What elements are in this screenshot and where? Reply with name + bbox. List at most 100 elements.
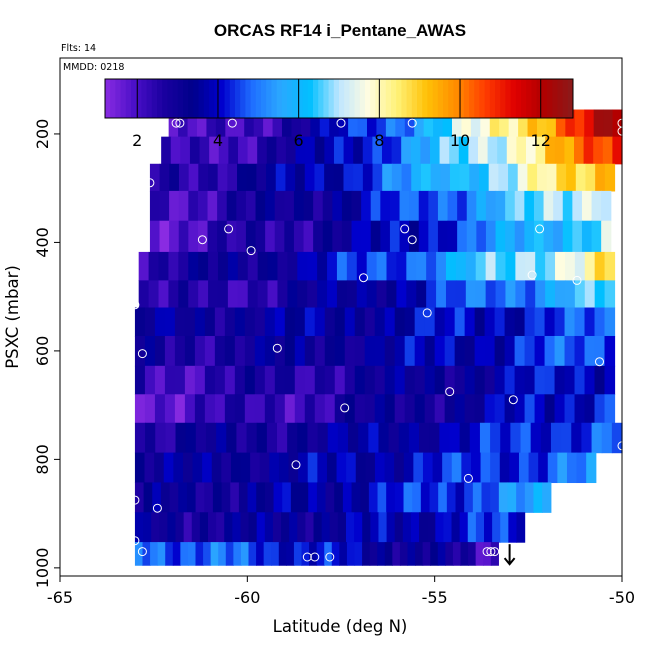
heatmap-cell [274,307,286,337]
heatmap-cell [256,482,266,513]
colorbar-segment [141,79,148,118]
heatmap-cell [527,163,538,192]
heatmap-cell [449,163,461,192]
heatmap-cell [494,365,506,395]
heatmap-cell [432,452,443,484]
heatmap-cell [495,251,507,281]
heatmap-cell [194,365,206,395]
heatmap-cell [484,335,496,367]
heatmap-cell [212,482,223,513]
heatmap-cell [234,307,246,337]
heatmap-cell [593,109,604,138]
x-axis: -65 -60 -55 -50 [47,576,635,607]
heatmap-cell [348,109,359,138]
heatmap-cell [475,251,487,281]
heatmap-cell [545,251,556,281]
colorbar-segment [214,79,220,118]
heatmap-cell [544,335,556,367]
heatmap-cell [165,542,174,566]
heatmap-cell [322,190,333,222]
colorbar-tick-label: 10 [450,131,470,150]
heatmap-cell [228,136,239,165]
heatmap-cell [455,280,467,309]
colorbar-segment [136,79,142,118]
heatmap-cell [505,280,516,309]
heatmap-cell [439,136,450,165]
heatmap-cell [474,365,486,395]
heatmap-cell [217,251,229,281]
sample-point [463,473,473,483]
heatmap-cell [391,136,402,165]
colorbar-segment [203,79,210,118]
heatmap-cell [255,220,266,253]
heatmap-cell [287,422,298,454]
heatmap-cell [423,109,434,138]
heatmap-cell [313,512,323,543]
heatmap-cell [564,365,576,395]
heatmap-cell [308,482,318,513]
heatmap-cell [495,220,506,253]
colorbar-segment [177,79,184,118]
heatmap-cell [386,512,396,543]
heatmap-cell [254,335,266,367]
heatmap-cell [392,542,401,566]
heatmap-cell [334,365,346,395]
heatmap-cell [256,542,265,566]
heatmap-cell [500,512,509,543]
heatmap-cell [370,190,381,222]
colorbar-segment [453,79,460,118]
heatmap-cell [488,163,499,192]
colorbar-segment [505,79,512,118]
heatmap-cell [164,394,176,424]
heatmap-cell [327,280,338,309]
heatmap-cell [586,452,597,484]
heatmap-cell [366,280,378,309]
heatmap-cell [333,163,345,192]
heatmap-cell [404,307,416,337]
heatmap-cell [184,394,196,424]
heatmap-cell [574,394,586,424]
heatmap-cell [188,190,199,222]
heatmap-cell [415,542,424,566]
heatmap-cell [504,307,516,337]
heatmap-cell [378,422,390,454]
heatmap-cell [525,251,536,281]
heatmap-cell [518,109,529,138]
heatmap-cell [336,280,348,309]
heatmap-cell [266,163,277,192]
heatmap-cell [468,542,477,566]
heatmap-cell [160,482,171,513]
heatmap-cell [188,280,199,309]
heatmap-cell [217,163,228,192]
heatmap-cell [370,220,381,253]
heatmap-cell [452,542,462,566]
heatmap-cell [430,542,439,566]
heatmap-cell [264,365,276,395]
heatmap-cell [459,422,471,454]
heatmap-cell [230,452,242,484]
heatmap-cell [534,307,546,337]
heatmap-cell [422,542,431,566]
heatmap-cell [175,422,187,454]
heatmap-cell [366,109,378,138]
heatmap-cell [244,307,256,337]
heatmap-cell [172,542,181,566]
heatmap-cell [603,109,614,138]
colorbar-segment [510,79,517,118]
heatmap-cell [429,136,441,165]
heatmap-cell [389,190,401,222]
heatmap-cell [290,482,301,513]
heatmap-cell [188,251,199,281]
heatmap-cell [313,220,324,253]
heatmap-cell [293,542,303,566]
heatmap-cell [158,280,170,309]
heatmap-cell [469,422,481,454]
heatmap-cell [361,220,372,253]
heatmap-cell [284,335,296,367]
heatmap-cell [266,136,277,165]
heatmap-cell [574,307,586,337]
heatmap-cell [534,335,546,367]
heatmap-cell [155,422,166,454]
heatmap-cell [524,365,536,395]
heatmap-cell [256,163,267,192]
